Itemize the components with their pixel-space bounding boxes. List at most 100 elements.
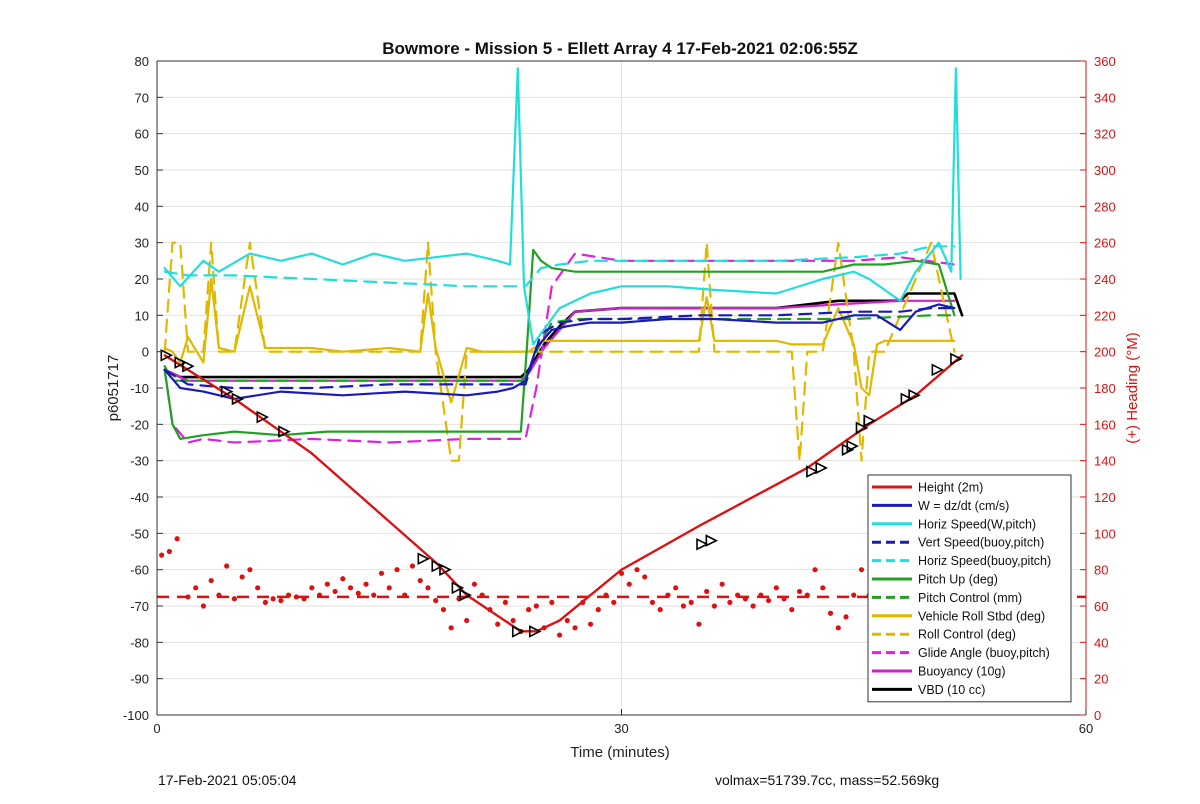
- heading-point: [704, 588, 710, 595]
- y2-tick-label: 20: [1094, 672, 1108, 687]
- heading-point: [355, 590, 361, 596]
- heading-point: [378, 570, 385, 576]
- y-tick-label: 60: [135, 127, 149, 142]
- heading-point: [293, 594, 299, 600]
- y2-tick-label: 340: [1094, 90, 1116, 105]
- y-tick-label: -80: [130, 635, 149, 650]
- y2-tick-label: 360: [1094, 54, 1116, 69]
- heading-point: [572, 625, 578, 631]
- legend-label: Horiz Speed(W,pitch): [918, 517, 1036, 531]
- x-axis-label: Time (minutes): [570, 744, 669, 761]
- series-line-pitch-up-deg: [163, 248, 956, 440]
- y2-tick-label: 60: [1094, 599, 1108, 614]
- y-tick-label: 80: [135, 54, 149, 69]
- legend-label: Vehicle Roll Stbd (deg): [918, 609, 1045, 623]
- y2-tick-label: 160: [1094, 417, 1116, 432]
- heading-point: [626, 581, 632, 587]
- heading-point: [634, 567, 640, 573]
- height-marker: [863, 414, 877, 427]
- y-tick-label: -20: [130, 417, 149, 432]
- heading-point: [193, 585, 199, 591]
- x-tick-label: 30: [614, 721, 628, 736]
- legend-label: Horiz Speed(buoy,pitch): [918, 554, 1051, 568]
- x-tick-label: 60: [1079, 721, 1093, 736]
- y2-tick-label: 260: [1094, 236, 1116, 251]
- y2-axis-label: (+) Heading (°M): [1124, 332, 1141, 443]
- legend: Height (2m) W = dz/dt (cm/s) Horiz Speed(W…: [867, 474, 1072, 703]
- y-tick-label: -10: [130, 381, 149, 396]
- chart-title: Bowmore - Mission 5 - Ellett Array 4 17-…: [382, 39, 858, 58]
- series-line-glide-angle-buoy-pitch: [163, 252, 956, 444]
- y-tick-label: -100: [123, 708, 149, 723]
- heading-point: [727, 599, 733, 605]
- heading-point: [673, 585, 679, 591]
- heading-point: [371, 592, 377, 598]
- legend-label: VBD (10 cc): [918, 683, 985, 697]
- heading-point: [309, 585, 315, 591]
- heading-point: [858, 567, 865, 573]
- y-tick-label: -40: [130, 490, 149, 505]
- height-marker: [931, 363, 945, 377]
- heading-point: [765, 597, 772, 604]
- heading-point: [200, 603, 207, 609]
- heading-point: [502, 599, 508, 605]
- heading-point: [363, 581, 369, 587]
- heading-point: [820, 585, 826, 591]
- heading-point: [409, 563, 416, 569]
- y-tick-label: 10: [135, 308, 149, 323]
- heading-point: [510, 617, 516, 624]
- height-marker: [806, 465, 819, 478]
- heading-point: [270, 596, 276, 602]
- height-marker: [855, 421, 869, 435]
- height-marker: [815, 461, 829, 475]
- y-tick-label: 20: [135, 272, 149, 287]
- heading-point: [464, 617, 470, 624]
- series-line-horiz-speed-w-pitch: [163, 67, 962, 346]
- y2-tick-label: 200: [1094, 345, 1116, 360]
- heading-point: [262, 599, 268, 605]
- y-tick-label: -90: [130, 672, 149, 687]
- heading-point: [556, 632, 563, 638]
- heading-point: [471, 581, 478, 587]
- y-tick-label: -30: [130, 454, 149, 469]
- height-marker: [160, 349, 174, 362]
- height-marker: [528, 625, 542, 638]
- y-tick-label: 50: [135, 163, 149, 178]
- height-marker: [439, 563, 452, 576]
- heading-point: [278, 597, 284, 604]
- series-line-roll-control-deg: [163, 241, 956, 462]
- x-tick-label: 0: [153, 721, 160, 736]
- height-marker: [696, 537, 709, 551]
- series-line-vert-speed-buoy-pitch: [163, 307, 956, 390]
- heading-point: [680, 603, 687, 609]
- heading-point: [417, 577, 423, 584]
- heading-point: [231, 596, 238, 602]
- heading-point: [649, 599, 656, 605]
- legend-label: W = dz/dt (cm/s): [918, 499, 1009, 513]
- heading-point: [340, 576, 346, 582]
- series-line-vehicle-roll-stbd-deg: [163, 277, 956, 404]
- height-marker: [231, 392, 245, 406]
- y-tick-label: 70: [135, 90, 149, 105]
- heading-point: [440, 607, 447, 613]
- height-marker: [511, 625, 525, 638]
- y-axis-label: p6051717: [105, 355, 122, 422]
- heading-point: [166, 548, 172, 555]
- y-tick-label: -60: [130, 563, 149, 578]
- legend-label: Vert Speed(buoy,pitch): [918, 536, 1044, 550]
- y2-tick-label: 300: [1094, 163, 1116, 178]
- y2-tick-label: 180: [1094, 381, 1116, 396]
- y-tick-label: 0: [142, 345, 149, 360]
- y2-tick-label: 320: [1094, 127, 1116, 142]
- y-tick-label: -50: [130, 526, 149, 541]
- y2-tick-label: 80: [1094, 563, 1108, 578]
- heading-point: [394, 567, 400, 573]
- height-marker: [846, 439, 859, 453]
- legend-label: Roll Control (deg): [918, 628, 1016, 642]
- y2-tick-label: 220: [1094, 308, 1116, 323]
- heading-point: [174, 536, 180, 542]
- heading-point: [812, 567, 818, 573]
- heading-point: [533, 603, 539, 609]
- heading-point: [247, 567, 253, 573]
